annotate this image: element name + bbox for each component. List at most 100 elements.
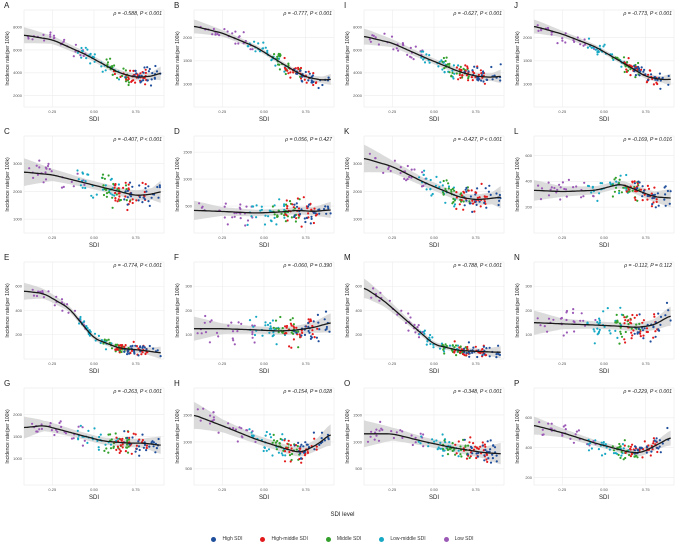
data-point (313, 207, 316, 210)
data-point (488, 355, 491, 358)
data-point (624, 456, 627, 460)
y-tick-label: 400 (525, 445, 532, 450)
data-point (428, 54, 431, 57)
data-point (539, 198, 543, 201)
data-point (240, 427, 243, 430)
data-point (422, 173, 425, 176)
data-point (312, 320, 315, 323)
data-point (126, 451, 130, 454)
data-point (618, 189, 621, 192)
data-point (484, 445, 487, 448)
data-point (590, 191, 593, 194)
data-point (318, 212, 321, 215)
data-point (556, 42, 559, 45)
data-point (260, 205, 263, 208)
y-tick-label: 1000 (183, 177, 193, 182)
data-point (272, 439, 276, 442)
data-point (52, 37, 56, 40)
data-point (130, 452, 133, 455)
data-point (439, 447, 442, 450)
data-point (619, 330, 622, 333)
data-point (131, 344, 134, 347)
data-point (479, 205, 482, 208)
data-point (60, 425, 63, 428)
data-point (495, 192, 498, 195)
data-point (135, 72, 138, 75)
data-point (93, 53, 96, 56)
data-point (312, 211, 315, 214)
data-point (298, 198, 301, 201)
data-point (624, 451, 627, 454)
data-point (202, 407, 205, 410)
data-point (305, 443, 308, 446)
data-point (280, 452, 283, 455)
data-point (665, 301, 669, 304)
data-point (86, 327, 89, 330)
y-axis-label: Incidence rate(per 100k) (5, 283, 11, 338)
x-tick-label: 0.75 (132, 235, 141, 240)
data-point (629, 321, 632, 324)
data-point (127, 183, 130, 186)
data-point (547, 317, 551, 320)
data-point (77, 425, 80, 428)
data-point (611, 445, 614, 448)
data-point (132, 340, 135, 343)
data-point (321, 83, 324, 87)
data-point (266, 49, 269, 53)
data-point (84, 46, 87, 49)
x-tick-label: 0.25 (388, 235, 397, 240)
data-point (125, 78, 128, 81)
data-point (275, 448, 278, 451)
data-point (387, 167, 390, 171)
panel-label: B (174, 1, 179, 10)
data-point (303, 217, 306, 220)
data-point (86, 441, 89, 444)
y-axis-label: Incidence rate(per 100k) (345, 31, 351, 86)
data-point (465, 190, 468, 193)
data-point (152, 445, 155, 448)
data-point (597, 448, 601, 451)
data-point (464, 445, 467, 448)
data-point (217, 335, 220, 338)
data-point (638, 69, 641, 72)
data-point (200, 332, 203, 335)
data-point (614, 452, 617, 455)
data-point (406, 164, 409, 168)
data-point (209, 414, 212, 417)
data-point (281, 454, 284, 457)
data-point (98, 435, 101, 439)
data-point (623, 439, 626, 442)
data-point (145, 449, 148, 452)
data-point (658, 439, 662, 442)
data-point (619, 445, 622, 448)
data-point (70, 437, 74, 440)
data-point (614, 176, 617, 179)
data-point (287, 64, 290, 67)
data-point (459, 65, 462, 68)
data-point (311, 329, 314, 332)
data-point (653, 186, 656, 189)
data-point (457, 350, 460, 353)
data-point (468, 352, 471, 355)
data-point (86, 48, 89, 51)
data-point (468, 355, 471, 358)
y-tick-label: 1000 (353, 217, 363, 222)
data-point (591, 186, 594, 189)
data-point (56, 430, 59, 433)
data-point (49, 422, 52, 425)
data-point (97, 448, 100, 451)
data-point (451, 71, 454, 74)
data-point (41, 290, 44, 293)
panel-label: A (4, 1, 10, 10)
data-point (401, 430, 404, 433)
data-point (201, 205, 204, 208)
data-point (587, 449, 591, 452)
data-point (103, 449, 106, 452)
panel-label: I (344, 1, 346, 10)
data-point (115, 193, 118, 196)
data-point (285, 199, 288, 202)
data-point (146, 79, 149, 82)
data-point (148, 344, 151, 348)
data-point (374, 157, 377, 160)
data-point (153, 76, 156, 79)
